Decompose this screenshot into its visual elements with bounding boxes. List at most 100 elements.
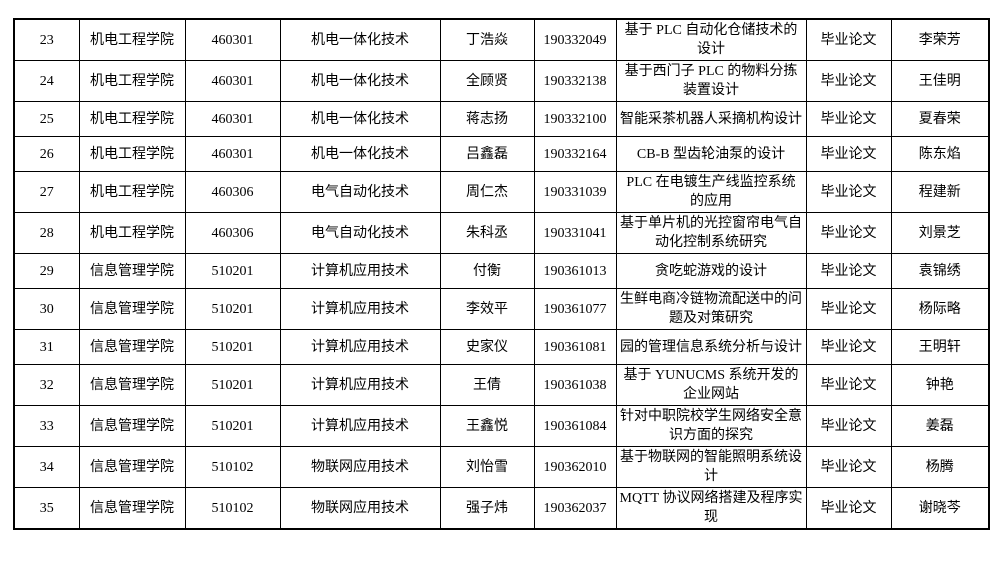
cell-college: 机电工程学院 bbox=[78, 101, 186, 137]
cell-doc-type: 毕业论文 bbox=[805, 253, 892, 289]
cell-index: 25 bbox=[13, 101, 80, 137]
cell-student-name: 刘怡雪 bbox=[439, 446, 535, 488]
table-row: 28 机电工程学院 460306 电气自动化技术 朱科丞 190331041 基于单片机的光… bbox=[13, 212, 990, 254]
cell-major-code: 510201 bbox=[184, 329, 281, 365]
cell-student-id: 190362037 bbox=[533, 487, 617, 530]
cell-major-code: 460301 bbox=[184, 60, 281, 102]
cell-thesis-title: 生鲜电商冷链物流配送中的问题及对策研究 bbox=[615, 288, 807, 330]
cell-advisor: 王佳明 bbox=[890, 60, 990, 102]
cell-student-id: 190332100 bbox=[533, 101, 617, 137]
table-row: 26 机电工程学院 460301 机电一体化技术 吕鑫磊 190332164 CB-B 型齿… bbox=[13, 136, 990, 172]
cell-college: 信息管理学院 bbox=[78, 446, 186, 488]
cell-student-name: 王鑫悦 bbox=[439, 405, 535, 447]
table-row: 25 机电工程学院 460301 机电一体化技术 蒋志扬 190332100 智能采茶机器人… bbox=[13, 101, 990, 137]
cell-student-name: 付衡 bbox=[439, 253, 535, 289]
cell-college: 信息管理学院 bbox=[78, 364, 186, 406]
cell-index: 35 bbox=[13, 487, 80, 530]
cell-major: 机电一体化技术 bbox=[279, 18, 441, 61]
cell-thesis-title: MQTT 协议网络搭建及程序实现 bbox=[615, 487, 807, 530]
cell-thesis-title: 智能采茶机器人采摘机构设计 bbox=[615, 101, 807, 137]
cell-doc-type: 毕业论文 bbox=[805, 329, 892, 365]
cell-advisor: 陈东焰 bbox=[890, 136, 990, 172]
thesis-assignment-table: 23 机电工程学院 460301 机电一体化技术 丁浩焱 190332049 基于 PLC … bbox=[13, 18, 990, 530]
cell-college: 信息管理学院 bbox=[78, 405, 186, 447]
cell-index: 30 bbox=[13, 288, 80, 330]
cell-doc-type: 毕业论文 bbox=[805, 101, 892, 137]
cell-index: 23 bbox=[13, 18, 80, 61]
cell-major: 计算机应用技术 bbox=[279, 288, 441, 330]
cell-major: 机电一体化技术 bbox=[279, 136, 441, 172]
cell-advisor: 钟艳 bbox=[890, 364, 990, 406]
cell-doc-type: 毕业论文 bbox=[805, 446, 892, 488]
cell-college: 信息管理学院 bbox=[78, 329, 186, 365]
cell-student-id: 190332164 bbox=[533, 136, 617, 172]
cell-major-code: 510102 bbox=[184, 487, 281, 530]
cell-advisor: 程建新 bbox=[890, 171, 990, 213]
cell-student-id: 190362010 bbox=[533, 446, 617, 488]
table-row: 27 机电工程学院 460306 电气自动化技术 周仁杰 190331039 PLC 在电镀… bbox=[13, 171, 990, 213]
cell-doc-type: 毕业论文 bbox=[805, 288, 892, 330]
cell-major-code: 510201 bbox=[184, 364, 281, 406]
cell-doc-type: 毕业论文 bbox=[805, 136, 892, 172]
cell-major-code: 510102 bbox=[184, 446, 281, 488]
cell-major: 电气自动化技术 bbox=[279, 171, 441, 213]
cell-advisor: 杨际略 bbox=[890, 288, 990, 330]
cell-index: 32 bbox=[13, 364, 80, 406]
cell-college: 机电工程学院 bbox=[78, 171, 186, 213]
cell-advisor: 王明轩 bbox=[890, 329, 990, 365]
cell-thesis-title: 针对中职院校学生网络安全意识方面的探究 bbox=[615, 405, 807, 447]
cell-student-name: 朱科丞 bbox=[439, 212, 535, 254]
cell-doc-type: 毕业论文 bbox=[805, 212, 892, 254]
cell-index: 27 bbox=[13, 171, 80, 213]
cell-college: 信息管理学院 bbox=[78, 288, 186, 330]
table-row: 24 机电工程学院 460301 机电一体化技术 全顾贤 190332138 基于西门子 P… bbox=[13, 60, 990, 102]
cell-student-name: 强子炜 bbox=[439, 487, 535, 530]
cell-thesis-title: 基于单片机的光控窗帘电气自动化控制系统研究 bbox=[615, 212, 807, 254]
cell-thesis-title: 基于 PLC 自动化仓储技术的设计 bbox=[615, 18, 807, 61]
cell-doc-type: 毕业论文 bbox=[805, 405, 892, 447]
cell-student-id: 190361084 bbox=[533, 405, 617, 447]
cell-major: 物联网应用技术 bbox=[279, 446, 441, 488]
cell-thesis-title: 基于西门子 PLC 的物料分拣装置设计 bbox=[615, 60, 807, 102]
cell-index: 24 bbox=[13, 60, 80, 102]
cell-doc-type: 毕业论文 bbox=[805, 18, 892, 61]
cell-advisor: 袁锦绣 bbox=[890, 253, 990, 289]
cell-major-code: 510201 bbox=[184, 288, 281, 330]
cell-major-code: 460301 bbox=[184, 136, 281, 172]
cell-student-id: 190361038 bbox=[533, 364, 617, 406]
table-row: 32 信息管理学院 510201 计算机应用技术 王倩 190361038 基于 YUNUC… bbox=[13, 364, 990, 406]
cell-major: 物联网应用技术 bbox=[279, 487, 441, 530]
cell-advisor: 李荣芳 bbox=[890, 18, 990, 61]
cell-student-id: 190331039 bbox=[533, 171, 617, 213]
table-row: 29 信息管理学院 510201 计算机应用技术 付衡 190361013 贪吃蛇游戏的设计… bbox=[13, 253, 990, 289]
cell-thesis-title: 园的管理信息系统分析与设计 bbox=[615, 329, 807, 365]
cell-major: 电气自动化技术 bbox=[279, 212, 441, 254]
cell-index: 33 bbox=[13, 405, 80, 447]
cell-student-id: 190331041 bbox=[533, 212, 617, 254]
cell-student-name: 丁浩焱 bbox=[439, 18, 535, 61]
cell-student-id: 190361013 bbox=[533, 253, 617, 289]
cell-major-code: 460301 bbox=[184, 101, 281, 137]
cell-doc-type: 毕业论文 bbox=[805, 487, 892, 530]
cell-student-id: 190332049 bbox=[533, 18, 617, 61]
cell-major: 机电一体化技术 bbox=[279, 60, 441, 102]
cell-major: 机电一体化技术 bbox=[279, 101, 441, 137]
table-body: 23 机电工程学院 460301 机电一体化技术 丁浩焱 190332049 基于 PLC … bbox=[13, 18, 990, 530]
cell-major: 计算机应用技术 bbox=[279, 405, 441, 447]
cell-college: 机电工程学院 bbox=[78, 212, 186, 254]
cell-advisor: 刘景芝 bbox=[890, 212, 990, 254]
cell-advisor: 姜磊 bbox=[890, 405, 990, 447]
cell-student-id: 190332138 bbox=[533, 60, 617, 102]
cell-student-name: 李效平 bbox=[439, 288, 535, 330]
cell-index: 34 bbox=[13, 446, 80, 488]
cell-major: 计算机应用技术 bbox=[279, 253, 441, 289]
cell-doc-type: 毕业论文 bbox=[805, 364, 892, 406]
cell-major: 计算机应用技术 bbox=[279, 364, 441, 406]
cell-major-code: 460306 bbox=[184, 212, 281, 254]
cell-thesis-title: 基于物联网的智能照明系统设计 bbox=[615, 446, 807, 488]
cell-college: 信息管理学院 bbox=[78, 253, 186, 289]
cell-major-code: 460306 bbox=[184, 171, 281, 213]
cell-index: 26 bbox=[13, 136, 80, 172]
cell-major: 计算机应用技术 bbox=[279, 329, 441, 365]
cell-index: 31 bbox=[13, 329, 80, 365]
